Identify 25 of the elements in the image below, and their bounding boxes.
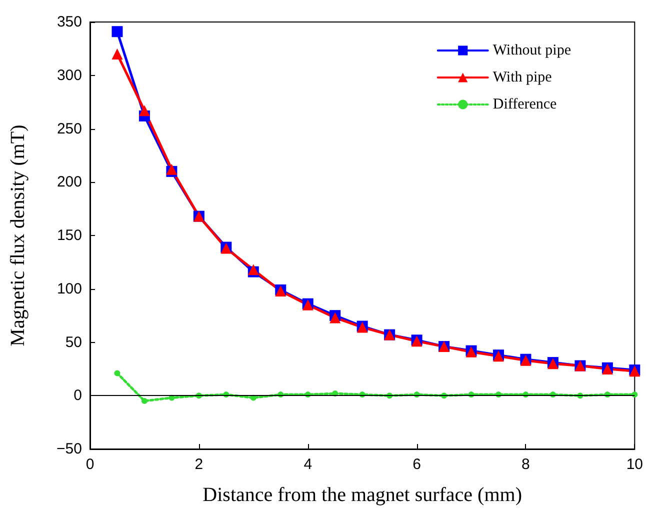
point: [112, 48, 123, 60]
legend-label: With pipe: [492, 70, 552, 86]
y-tick-label: 200: [56, 174, 82, 191]
legend-label: Difference: [492, 96, 558, 112]
x-tick-label: 0: [86, 456, 94, 473]
point: [112, 26, 123, 38]
x-tick-label: 2: [194, 456, 204, 473]
y-tick-label: −50: [56, 440, 82, 458]
y-tick-label: 50: [65, 334, 82, 351]
point: [141, 398, 148, 404]
x-tick-label: 8: [522, 456, 530, 473]
y-tick-label: 350: [56, 14, 82, 30]
x-tick-label: 6: [412, 456, 421, 473]
y-tick-label: 0: [74, 387, 82, 404]
y-tick-label: 100: [56, 280, 82, 298]
y-tick-label: 300: [56, 66, 82, 84]
y-tick-label: 150: [56, 227, 82, 244]
x-tick-label: 10: [626, 456, 643, 473]
y-axis-title: Magnetic flux density (mT): [7, 124, 29, 346]
point: [138, 105, 150, 116]
x-tick-label: 4: [304, 456, 312, 473]
x-axis-title: Distance from the magnet surface (mm): [202, 484, 522, 506]
legend-label: Without pipe: [492, 42, 572, 58]
y-tick-label: 250: [56, 120, 82, 138]
point: [114, 370, 120, 376]
